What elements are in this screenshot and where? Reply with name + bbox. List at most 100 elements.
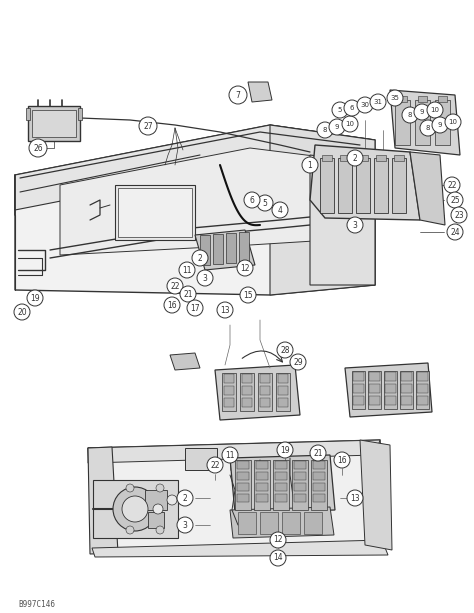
Bar	[400, 371, 413, 409]
Text: 26: 26	[33, 143, 43, 153]
Circle shape	[240, 287, 256, 303]
Text: 23: 23	[454, 210, 464, 219]
Circle shape	[207, 457, 223, 473]
Circle shape	[277, 442, 293, 458]
Circle shape	[302, 157, 318, 173]
Bar	[401, 372, 412, 381]
Circle shape	[244, 192, 260, 208]
Polygon shape	[88, 440, 380, 463]
Circle shape	[179, 262, 195, 278]
Circle shape	[447, 224, 463, 240]
Polygon shape	[410, 152, 445, 225]
Bar	[385, 372, 396, 381]
Bar	[224, 386, 234, 395]
Text: 10: 10	[448, 119, 457, 125]
Bar	[145, 490, 167, 510]
Polygon shape	[60, 148, 330, 255]
Polygon shape	[88, 440, 388, 555]
Bar	[385, 396, 396, 405]
Text: 27: 27	[143, 121, 153, 131]
Text: 5: 5	[263, 199, 267, 207]
Circle shape	[357, 97, 373, 113]
Circle shape	[29, 139, 47, 157]
Circle shape	[387, 90, 403, 106]
Text: 28: 28	[280, 346, 290, 354]
Bar	[292, 460, 308, 510]
Text: 35: 35	[391, 95, 400, 101]
Bar	[313, 461, 325, 469]
Circle shape	[402, 107, 418, 123]
Text: 9: 9	[335, 124, 339, 130]
Text: 11: 11	[225, 451, 235, 460]
Bar	[384, 371, 397, 409]
Text: 6: 6	[350, 105, 354, 111]
Circle shape	[14, 304, 30, 320]
Bar	[376, 155, 386, 161]
Bar	[311, 460, 327, 510]
Bar	[417, 396, 428, 405]
Circle shape	[277, 342, 293, 358]
Text: 22: 22	[447, 180, 457, 189]
Circle shape	[342, 116, 358, 132]
Circle shape	[444, 177, 460, 193]
Circle shape	[334, 452, 350, 468]
Bar	[118, 188, 192, 237]
Bar	[416, 371, 429, 409]
Circle shape	[270, 550, 286, 566]
Bar	[275, 494, 287, 502]
Bar	[237, 461, 249, 469]
Circle shape	[270, 532, 286, 548]
Circle shape	[27, 290, 43, 306]
Circle shape	[126, 526, 134, 534]
Bar	[418, 96, 427, 102]
Bar	[260, 398, 270, 407]
Bar	[256, 483, 268, 491]
Bar	[401, 396, 412, 405]
Bar	[415, 100, 430, 145]
Circle shape	[222, 447, 238, 463]
Bar	[226, 233, 236, 263]
Circle shape	[229, 86, 247, 104]
Bar	[276, 373, 290, 411]
Text: 30: 30	[361, 102, 370, 108]
Circle shape	[156, 484, 164, 492]
Bar	[304, 512, 322, 534]
Polygon shape	[310, 155, 375, 285]
Bar	[237, 472, 249, 480]
Bar	[278, 398, 288, 407]
Bar	[224, 398, 234, 407]
Circle shape	[317, 122, 333, 138]
Bar	[260, 386, 270, 395]
Circle shape	[177, 490, 193, 506]
Text: 8: 8	[426, 125, 430, 131]
Bar	[278, 386, 288, 395]
Bar	[275, 472, 287, 480]
Bar	[240, 373, 254, 411]
Polygon shape	[170, 353, 200, 370]
Bar	[353, 396, 364, 405]
Text: 11: 11	[182, 265, 192, 275]
Bar	[374, 158, 388, 213]
Bar	[224, 374, 234, 383]
Circle shape	[370, 94, 386, 110]
Bar	[313, 494, 325, 502]
Bar	[200, 235, 210, 265]
Bar	[242, 386, 252, 395]
Circle shape	[177, 517, 193, 533]
Bar	[294, 494, 306, 502]
Circle shape	[217, 302, 233, 318]
Polygon shape	[15, 125, 375, 295]
Bar	[256, 461, 268, 469]
Text: 19: 19	[30, 294, 40, 302]
Bar	[353, 384, 364, 393]
Circle shape	[113, 487, 157, 531]
Circle shape	[427, 102, 443, 118]
Text: 4: 4	[278, 205, 283, 215]
Bar	[340, 155, 350, 161]
Circle shape	[197, 270, 213, 286]
Polygon shape	[310, 145, 420, 220]
Bar	[392, 158, 406, 213]
Text: 3: 3	[353, 221, 357, 229]
Text: 12: 12	[240, 264, 250, 273]
Bar	[369, 396, 380, 405]
